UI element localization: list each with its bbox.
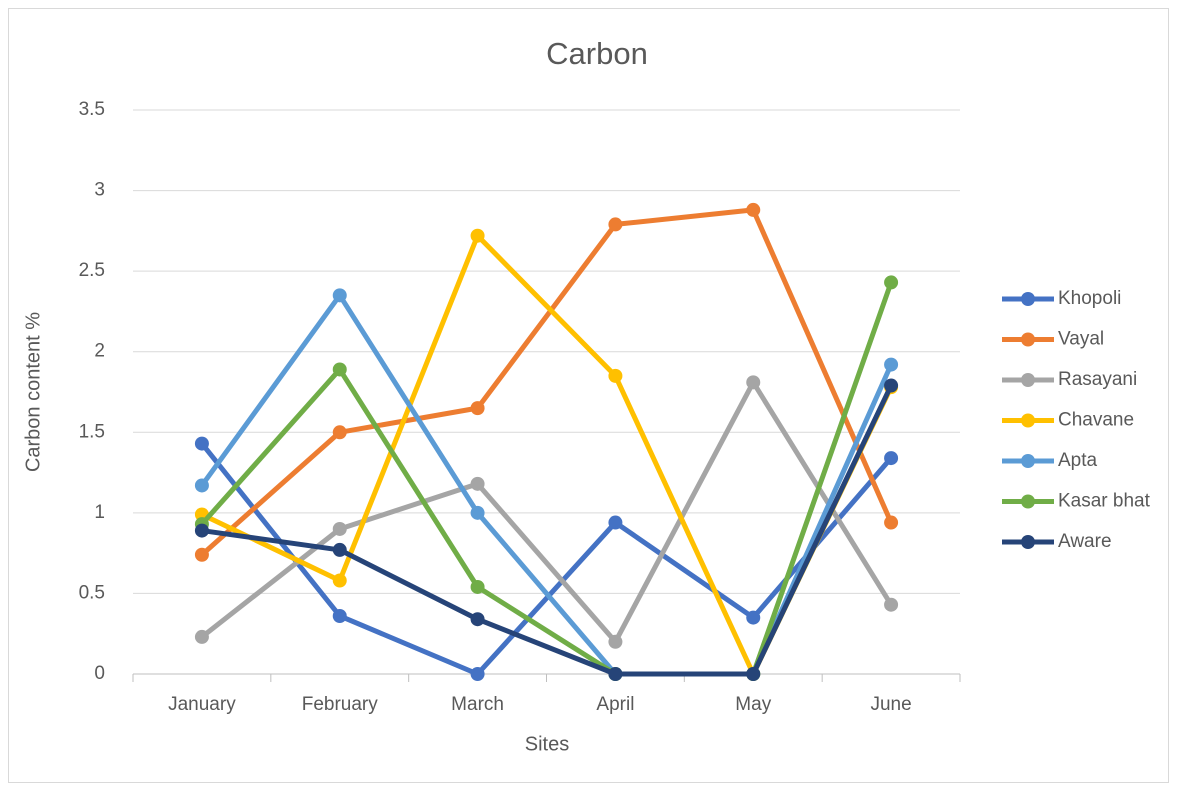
point-marker <box>332 573 347 588</box>
point-marker <box>608 368 623 383</box>
chart-border <box>8 8 1169 783</box>
point-marker <box>608 515 623 530</box>
legend-marker <box>1021 454 1035 468</box>
chart-title: Carbon <box>546 36 648 71</box>
legend-label: Kasar bhat <box>1058 491 1151 512</box>
y-tick-label: 1.5 <box>79 421 105 442</box>
series-line <box>199 279 894 677</box>
point-marker <box>746 610 761 625</box>
legend-marker <box>1021 494 1035 509</box>
y-tick-label: 3.5 <box>79 99 105 120</box>
point-marker <box>884 357 899 372</box>
y-axis-label: Carbon content % <box>22 312 44 472</box>
point-marker <box>194 478 209 493</box>
point-marker <box>194 436 209 451</box>
point-marker <box>608 634 623 649</box>
legend-marker <box>1021 332 1035 347</box>
point-marker <box>884 378 899 393</box>
point-marker <box>470 667 485 681</box>
x-tick-label: April <box>596 694 634 715</box>
point-marker <box>332 521 347 536</box>
x-tick-label: February <box>302 694 379 715</box>
legend-marker <box>1021 292 1035 306</box>
point-marker <box>884 597 899 612</box>
legend-marker <box>1021 413 1035 428</box>
point-marker <box>470 476 485 491</box>
point-marker <box>746 375 761 390</box>
legend-label: Rasayani <box>1058 369 1137 390</box>
point-marker <box>470 505 485 520</box>
y-tick-label: 0.5 <box>79 582 105 603</box>
point-marker <box>470 579 485 594</box>
series-line <box>199 383 894 677</box>
series-line <box>199 441 894 677</box>
point-marker <box>470 401 485 416</box>
legend-label: Chavane <box>1058 410 1134 431</box>
legend-marker <box>1021 535 1035 549</box>
legend-label: Apta <box>1058 450 1098 471</box>
x-tick-label: June <box>870 694 911 715</box>
point-marker <box>332 542 347 557</box>
series-line <box>199 207 894 558</box>
point-marker <box>332 608 347 623</box>
x-tick-label: May <box>735 694 771 715</box>
y-tick-label: 0 <box>94 663 105 684</box>
point-marker <box>746 202 761 217</box>
point-marker <box>332 362 347 377</box>
point-marker <box>608 217 623 232</box>
point-marker <box>470 612 485 627</box>
point-marker <box>332 288 347 303</box>
point-marker <box>884 515 899 530</box>
point-marker <box>194 547 209 562</box>
point-marker <box>884 451 899 466</box>
legend-label: Aware <box>1058 531 1112 552</box>
point-marker <box>470 228 485 243</box>
point-marker <box>608 667 623 681</box>
point-marker <box>194 629 209 644</box>
x-tick-label: January <box>168 694 236 715</box>
point-marker <box>194 523 209 538</box>
point-marker <box>884 275 899 290</box>
legend-label: Khopoli <box>1058 288 1121 309</box>
legend-label: Vayal <box>1058 329 1104 350</box>
y-tick-label: 2.5 <box>79 260 105 281</box>
point-marker <box>746 667 761 681</box>
y-tick-label: 2 <box>94 341 105 362</box>
x-tick-label: March <box>451 694 504 715</box>
legend-marker <box>1021 373 1035 387</box>
y-tick-label: 3 <box>94 180 105 201</box>
point-marker <box>332 425 347 440</box>
y-tick-label: 1 <box>94 502 105 523</box>
x-axis-label: Sites <box>525 733 569 755</box>
